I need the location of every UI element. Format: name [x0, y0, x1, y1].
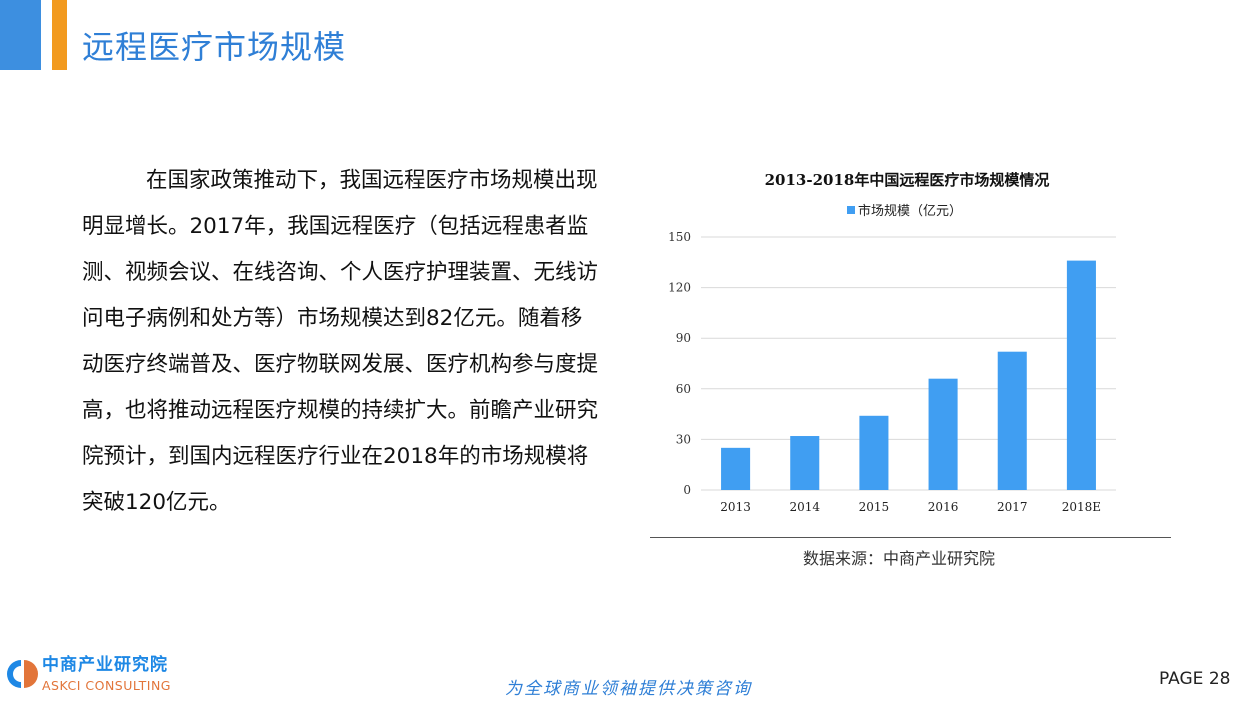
slogan: 为全球商业领袖提供决策咨询 — [505, 679, 752, 699]
bar-2018E — [1066, 260, 1096, 490]
legend-swatch — [847, 206, 855, 214]
x-tick-label: 2015 — [859, 500, 890, 514]
logo-text-en: ASKCI CONSULTING — [42, 678, 171, 693]
askci-logo-icon — [7, 660, 38, 688]
bar-2013 — [721, 447, 751, 490]
chart-title: 2013-2018年中国远程医疗市场规模情况 — [765, 171, 1050, 189]
y-tick-label: 90 — [676, 331, 691, 345]
y-tick-label: 0 — [683, 483, 691, 497]
x-tick-label: 2017 — [997, 500, 1028, 514]
bar-chart: 2013-2018年中国远程医疗市场规模情况 市场规模（亿元） 0 30 60 90 1… — [668, 171, 1116, 514]
x-tick-label: 2016 — [928, 500, 959, 514]
data-source: 数据来源：中商产业研究院 — [803, 549, 996, 568]
bar-2016 — [928, 378, 958, 490]
header-accent-blue — [0, 0, 41, 70]
logo-text-cn: 中商产业研究院 — [42, 655, 168, 675]
y-tick-label: 30 — [676, 432, 691, 446]
divider — [650, 537, 1171, 538]
y-tick-label: 150 — [668, 230, 691, 244]
bar-2014 — [790, 436, 820, 490]
bar-2017 — [997, 351, 1027, 490]
x-tick-label: 2014 — [789, 500, 820, 514]
header-accent-orange — [52, 0, 67, 70]
body-paragraph: 在国家政策推动下，我国远程医疗市场规模出现明显增长。2017年，我国远程医疗（包… — [82, 168, 599, 515]
page-title: 远程医疗市场规模 — [82, 28, 347, 66]
y-tick-label: 60 — [676, 382, 691, 396]
y-tick-label: 120 — [668, 281, 691, 295]
x-tick-label: 2013 — [720, 500, 751, 514]
page-number: PAGE 28 — [1159, 669, 1231, 689]
legend-label: 市场规模（亿元） — [858, 203, 962, 219]
x-tick-label: 2018E — [1062, 500, 1101, 514]
bar-2015 — [859, 415, 889, 490]
